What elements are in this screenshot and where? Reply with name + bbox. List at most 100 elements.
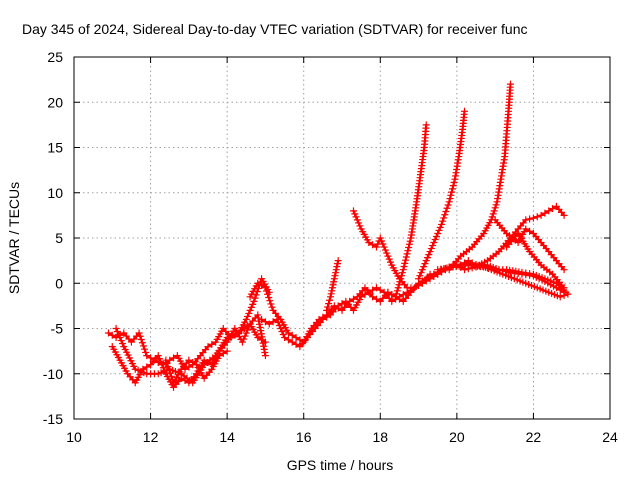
data-point xyxy=(421,260,429,268)
y-axis-label: SDTVAR / TECUs xyxy=(6,182,22,294)
data-point xyxy=(492,201,500,209)
data-point xyxy=(328,284,336,292)
data-point xyxy=(431,236,439,244)
x-tick-label: 16 xyxy=(296,429,312,445)
data-point xyxy=(116,334,124,342)
data-point xyxy=(556,293,564,301)
data-point xyxy=(487,265,495,273)
data-point xyxy=(261,318,269,326)
x-tick-label: 12 xyxy=(143,429,159,445)
data-point xyxy=(189,358,197,366)
data-point xyxy=(238,338,246,346)
chart-title: Day 345 of 2024, Sidereal Day-to-day VTE… xyxy=(22,21,528,37)
data-point xyxy=(447,191,455,199)
data-point xyxy=(406,237,414,245)
data-point xyxy=(461,107,469,115)
data-point xyxy=(446,195,454,203)
data-point xyxy=(396,278,404,286)
data-point xyxy=(369,293,377,301)
data-point xyxy=(449,182,457,190)
data-point xyxy=(393,287,401,295)
data-point xyxy=(334,260,342,268)
data-point xyxy=(434,229,442,237)
data-point xyxy=(401,259,409,267)
data-point xyxy=(158,361,166,369)
data-point xyxy=(115,331,123,339)
data-point xyxy=(426,248,434,256)
data-point xyxy=(254,334,262,342)
data-point xyxy=(429,242,437,250)
data-point xyxy=(392,290,400,298)
data-point xyxy=(242,315,250,323)
data-point xyxy=(438,220,446,228)
data-point xyxy=(430,239,438,247)
series-track-c xyxy=(112,320,269,387)
data-point xyxy=(113,328,121,336)
data-point xyxy=(246,306,254,314)
data-point xyxy=(448,188,456,196)
data-point xyxy=(223,347,231,355)
data-point xyxy=(432,232,440,240)
data-point xyxy=(142,348,150,356)
data-point xyxy=(392,293,400,301)
series-track-n xyxy=(503,229,568,292)
data-point xyxy=(357,293,365,301)
y-tick-label: 10 xyxy=(47,185,63,201)
data-point xyxy=(378,237,386,245)
data-point xyxy=(541,209,549,217)
series-track-o xyxy=(434,261,570,296)
data-point xyxy=(450,178,458,186)
data-point xyxy=(137,335,145,343)
data-point xyxy=(417,269,425,277)
data-point xyxy=(351,210,359,218)
data-point xyxy=(269,318,277,326)
series-track-g xyxy=(323,257,342,314)
data-point xyxy=(334,257,342,265)
data-point xyxy=(394,284,402,292)
data-point xyxy=(381,246,389,254)
data-point xyxy=(288,331,296,339)
data-point xyxy=(372,295,380,303)
data-point xyxy=(204,343,212,351)
series-track-j xyxy=(415,107,469,283)
data-point xyxy=(249,300,257,308)
data-point xyxy=(279,331,287,339)
data-point xyxy=(334,302,342,310)
y-tick-label: 5 xyxy=(55,230,63,246)
data-point xyxy=(104,329,112,337)
data-point xyxy=(398,272,406,280)
data-point xyxy=(398,269,406,277)
data-point xyxy=(108,331,116,339)
data-point xyxy=(537,211,545,219)
data-point xyxy=(353,216,361,224)
data-point xyxy=(403,250,411,258)
data-point xyxy=(422,121,430,129)
data-point xyxy=(529,214,537,222)
data-point xyxy=(369,286,377,294)
data-point xyxy=(138,339,146,347)
data-point xyxy=(356,222,364,230)
data-point xyxy=(372,243,380,251)
data-point xyxy=(143,363,151,371)
data-point xyxy=(365,239,373,247)
data-point xyxy=(261,284,269,292)
data-point xyxy=(338,300,346,308)
data-point xyxy=(397,275,405,283)
data-point xyxy=(267,300,275,308)
data-point xyxy=(332,266,340,274)
data-point xyxy=(560,211,568,219)
data-point xyxy=(112,325,120,332)
data-point xyxy=(372,284,380,292)
data-point xyxy=(328,287,336,295)
data-point xyxy=(491,204,499,212)
data-point xyxy=(388,291,396,299)
x-tick-label: 20 xyxy=(449,429,465,445)
data-point xyxy=(265,320,273,328)
data-point xyxy=(277,325,285,332)
data-point xyxy=(418,266,426,274)
data-point xyxy=(436,223,444,231)
data-point xyxy=(275,321,283,329)
data-point xyxy=(522,225,530,233)
data-point xyxy=(439,217,447,225)
data-point xyxy=(489,210,497,218)
